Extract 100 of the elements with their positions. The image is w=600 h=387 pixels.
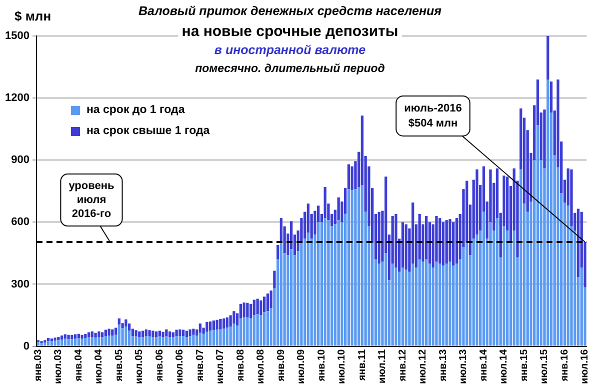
x-tick-label: июл.05 — [134, 348, 146, 384]
bar — [165, 336, 168, 346]
bar — [168, 337, 172, 346]
bar — [154, 337, 158, 346]
x-tick-label: июл.06 — [174, 348, 186, 384]
bar — [60, 340, 64, 346]
bar — [94, 332, 97, 338]
bar — [57, 340, 60, 346]
bar — [354, 189, 357, 346]
bar — [178, 336, 182, 346]
bar — [502, 226, 506, 346]
bar — [462, 247, 465, 346]
bar — [158, 330, 161, 336]
y-tick-label: 0 — [23, 340, 30, 352]
x-tick-label: июл.15 — [539, 348, 550, 384]
bar — [158, 336, 161, 346]
bar — [40, 343, 43, 346]
y-tick-label: 300 — [11, 278, 30, 290]
bar — [280, 242, 283, 346]
bar — [185, 337, 188, 346]
y-tick-label: 1200 — [4, 92, 30, 104]
bar — [172, 332, 174, 337]
bar — [256, 298, 259, 314]
bar — [249, 304, 252, 318]
bar — [77, 334, 80, 338]
bar — [54, 340, 56, 346]
y-tick-label: 1500 — [4, 30, 30, 42]
bar — [448, 219, 452, 262]
bar — [452, 266, 455, 346]
bar — [198, 324, 202, 333]
bar — [138, 331, 141, 337]
bar — [442, 222, 445, 266]
bar — [226, 317, 228, 328]
bar — [239, 318, 242, 346]
legend-label: на срок до 1 года — [86, 104, 185, 116]
x-tick-label: янв.12 — [397, 348, 408, 382]
bar — [70, 339, 74, 346]
bar — [445, 264, 448, 346]
bar — [90, 331, 94, 337]
x-tick-label: июл.14 — [498, 348, 510, 384]
ref-line-label: уровень июля 2016-го — [68, 180, 114, 220]
x-tick-label: янв.07 — [194, 348, 206, 382]
x-tick-label: янв.05 — [114, 348, 125, 382]
bar — [266, 311, 270, 346]
bar — [54, 338, 56, 341]
bar — [168, 331, 172, 337]
bar — [134, 330, 138, 336]
y-tick-label: 900 — [11, 154, 30, 166]
bar — [401, 268, 404, 346]
bar — [94, 338, 97, 346]
bar — [425, 216, 428, 260]
bar — [306, 232, 310, 346]
bar — [154, 331, 158, 337]
bar — [202, 334, 205, 346]
bar — [260, 315, 262, 346]
bar — [229, 326, 232, 346]
bar — [337, 197, 340, 220]
bar — [60, 336, 64, 340]
bar — [219, 319, 222, 330]
x-tick-label: июл.04 — [94, 348, 105, 384]
bar — [543, 109, 546, 168]
bar — [536, 124, 540, 346]
bar — [108, 336, 110, 346]
bar — [134, 336, 138, 346]
bar — [270, 290, 272, 308]
bar — [394, 214, 398, 268]
bar — [74, 338, 77, 346]
bar — [472, 238, 475, 346]
bar — [141, 330, 144, 337]
bar — [226, 328, 228, 346]
bar — [50, 341, 53, 346]
bar — [360, 184, 364, 346]
bar — [216, 320, 218, 330]
bar — [188, 336, 192, 346]
bar — [445, 220, 448, 264]
x-tick-label: июл.10 — [336, 348, 348, 384]
bar — [87, 332, 90, 337]
bar — [114, 328, 118, 335]
x-tick-label: июл.03 — [53, 348, 64, 384]
bar — [188, 329, 192, 336]
bar — [118, 324, 120, 346]
bar — [182, 336, 185, 346]
chart-subtitle: на новые срочные депозиты в иностранной валюте помесячно. длительный период — [180, 23, 400, 75]
bar — [570, 169, 573, 226]
bar — [108, 328, 110, 336]
bar — [232, 324, 236, 346]
bar — [219, 329, 222, 346]
bar — [46, 338, 50, 342]
bar — [358, 187, 360, 346]
bar — [566, 206, 570, 346]
bar — [252, 315, 256, 346]
bar — [98, 337, 100, 346]
bar — [206, 332, 208, 346]
bar — [84, 338, 87, 346]
bar — [324, 218, 326, 346]
bar — [300, 242, 303, 346]
bar — [232, 311, 236, 324]
bar — [290, 249, 293, 346]
x-tick-label: июл.12 — [418, 348, 429, 384]
bar — [192, 328, 195, 335]
